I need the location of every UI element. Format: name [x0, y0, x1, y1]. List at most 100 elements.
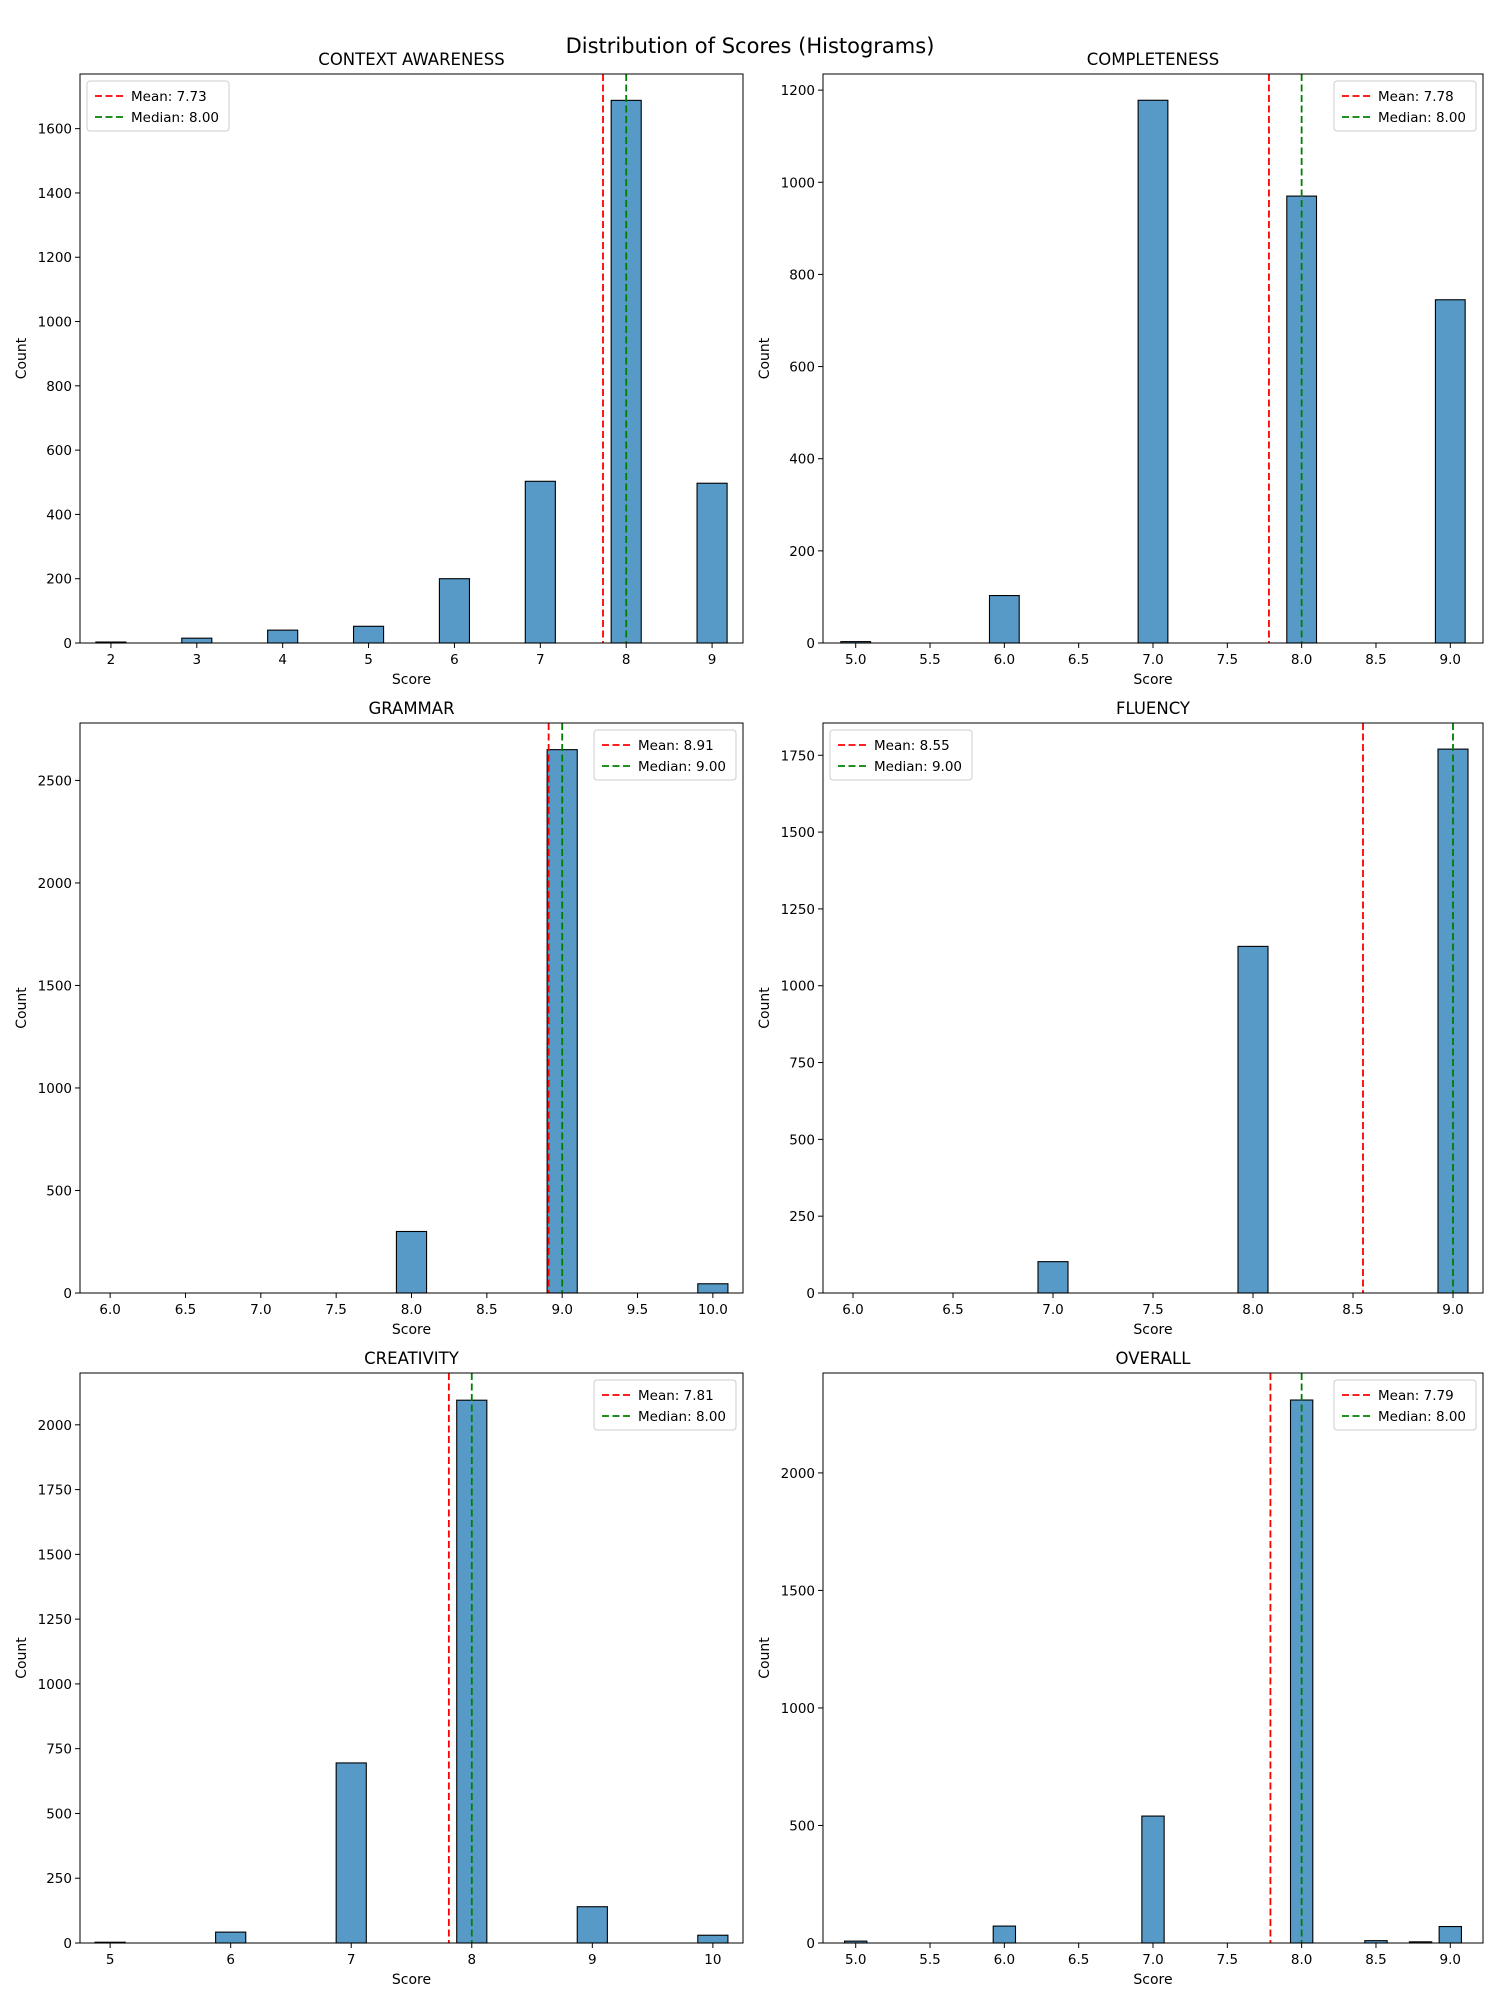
x-tick-label: 7	[347, 1952, 356, 1968]
y-tick-label: 500	[46, 1806, 72, 1822]
y-tick-label: 1000	[781, 1701, 815, 1717]
plot-frame	[79, 73, 744, 644]
legend-median-label: Median: 8.00	[638, 1409, 726, 1425]
chart-title: FLUENCY	[1116, 699, 1191, 718]
y-tick-label: 1250	[38, 1612, 72, 1628]
legend: Mean: 7.73 Median: 8.00	[86, 80, 230, 132]
legend-box	[829, 729, 973, 781]
legend-box	[1333, 1379, 1477, 1431]
y-tick-label: 600	[789, 360, 815, 376]
chart-title: CONTEXT AWARENESS	[318, 50, 504, 69]
histogram-bar	[215, 1931, 247, 1944]
y-tick-label: 600	[46, 443, 72, 459]
x-tick-label: 9.0	[1440, 1952, 1461, 1968]
x-tick-label: 7.5	[325, 1302, 346, 1318]
y-tick-label: 0	[806, 636, 815, 652]
histogram-bar	[697, 1934, 729, 1944]
histogram-bar	[1438, 1925, 1462, 1944]
y-axis-label: Count	[757, 1637, 773, 1679]
x-axis-label: Score	[392, 672, 431, 688]
histogram-panel-6: 5.0 5.5 6.0 6.5 7.0 7.5 8.0 8.5 9.0 0 500 1000 1500 2…	[757, 1349, 1484, 1988]
x-tick-label: 6	[450, 652, 459, 668]
y-tick-label: 400	[46, 507, 72, 523]
y-tick-label: 1250	[781, 902, 815, 918]
y-tick-label: 1750	[38, 1483, 72, 1499]
x-tick-label: 9	[708, 652, 717, 668]
y-tick-label: 800	[46, 379, 72, 395]
x-tick-label: 6.5	[175, 1302, 196, 1318]
histogram-bar	[181, 637, 213, 644]
y-tick-label: 0	[63, 1286, 72, 1302]
x-tick-label: 8.5	[1342, 1302, 1363, 1318]
histogram-bar	[988, 594, 1020, 644]
histogram-panel-5: 5 6 7 8 9 10 0 250 500 750 1000 1250 1500 1750 2000 CRE…	[14, 1349, 744, 1988]
x-tick-label: 7.5	[1142, 1302, 1163, 1318]
x-tick-label: 5	[364, 652, 373, 668]
x-tick-label: 10	[704, 1952, 721, 1968]
y-tick-label: 2500	[38, 773, 72, 789]
x-tick-label: 6.5	[1068, 652, 1089, 668]
x-axis-label: Score	[1133, 1972, 1172, 1988]
y-tick-label: 500	[46, 1183, 72, 1199]
chart-title: CREATIVITY	[364, 1349, 460, 1368]
legend-mean-label: Mean: 8.91	[638, 738, 714, 754]
y-tick-label: 2000	[38, 876, 72, 892]
y-axis-label: Count	[14, 337, 30, 379]
legend-box	[593, 729, 737, 781]
legend-mean-label: Mean: 7.81	[638, 1388, 714, 1404]
histogram-bar	[1037, 1261, 1069, 1294]
y-tick-label: 1200	[38, 250, 72, 266]
histogram-bar	[576, 1906, 608, 1944]
y-tick-label: 200	[46, 572, 72, 588]
y-tick-label: 1500	[781, 1583, 815, 1599]
y-tick-label: 800	[789, 267, 815, 283]
y-tick-label: 1200	[781, 83, 815, 99]
x-tick-label: 7.0	[250, 1302, 271, 1318]
y-tick-label: 0	[806, 1936, 815, 1952]
y-tick-label: 0	[63, 636, 72, 652]
x-tick-label: 8	[467, 1952, 476, 1968]
legend-mean-label: Mean: 7.73	[131, 89, 207, 105]
figure-title: Distribution of Scores (Histograms)	[565, 34, 935, 58]
x-tick-label: 9.0	[551, 1302, 572, 1318]
x-tick-label: 8.5	[476, 1302, 497, 1318]
histogram-bar	[1137, 99, 1169, 644]
x-tick-label: 8	[622, 652, 631, 668]
histogram-bar	[697, 1283, 729, 1294]
legend-box	[86, 80, 230, 132]
x-tick-label: 6.0	[842, 1302, 863, 1318]
y-tick-label: 1500	[781, 825, 815, 841]
y-tick-label: 200	[789, 544, 815, 560]
y-axis-label: Count	[14, 1637, 30, 1679]
x-tick-label: 7.0	[1142, 652, 1163, 668]
chart-title: GRAMMAR	[368, 699, 454, 718]
y-tick-label: 1000	[38, 1081, 72, 1097]
x-tick-label: 8.5	[1365, 652, 1386, 668]
histogram-panel-4: 6.0 6.5 7.0 7.5 8.0 8.5 9.0 0 250 500 750 1000 1250 1…	[757, 699, 1484, 1338]
y-tick-label: 1600	[38, 122, 72, 138]
x-axis-label: Score	[1133, 672, 1172, 688]
legend-box	[593, 1379, 737, 1431]
x-tick-label: 6	[226, 1952, 235, 1968]
x-tick-label: 5	[106, 1952, 115, 1968]
histogram-bar	[992, 1925, 1017, 1944]
histogram-bar	[395, 1230, 428, 1294]
x-tick-label: 9.0	[1440, 652, 1461, 668]
x-tick-label: 9.5	[627, 1302, 648, 1318]
legend-median-label: Median: 8.00	[131, 110, 219, 126]
y-tick-label: 1500	[38, 1547, 72, 1563]
x-tick-label: 5.0	[845, 1952, 866, 1968]
y-tick-label: 0	[63, 1936, 72, 1952]
y-axis-label: Count	[757, 987, 773, 1029]
x-tick-label: 5.0	[845, 652, 866, 668]
legend-box	[1333, 80, 1477, 132]
y-tick-label: 1000	[38, 1677, 72, 1693]
y-tick-label: 2000	[781, 1466, 815, 1482]
histogram-bar	[438, 578, 471, 644]
x-tick-label: 8.5	[1365, 1952, 1386, 1968]
histogram-bar	[696, 482, 728, 644]
x-tick-label: 8.0	[1242, 1302, 1263, 1318]
legend: Mean: 7.79 Median: 8.00	[1333, 1379, 1477, 1431]
y-tick-label: 1000	[781, 979, 815, 995]
